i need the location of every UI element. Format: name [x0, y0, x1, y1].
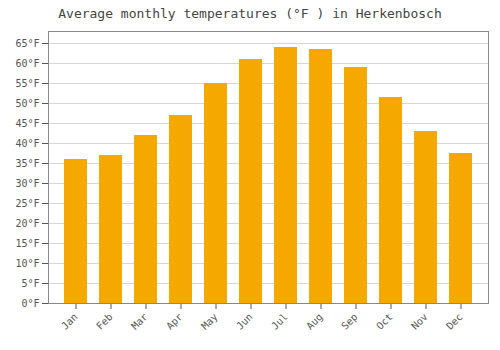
svg-text:Nov: Nov	[409, 311, 430, 332]
svg-text:60°F: 60°F	[15, 58, 39, 69]
svg-text:30°F: 30°F	[15, 178, 39, 189]
svg-text:10°F: 10°F	[15, 258, 39, 269]
svg-text:40°F: 40°F	[15, 138, 39, 149]
svg-text:Apr: Apr	[164, 311, 185, 332]
svg-text:May: May	[199, 311, 220, 332]
svg-text:65°F: 65°F	[15, 38, 39, 49]
svg-text:Jan: Jan	[59, 311, 80, 332]
svg-text:45°F: 45°F	[15, 118, 39, 129]
svg-text:Aug: Aug	[304, 311, 325, 332]
svg-text:35°F: 35°F	[15, 158, 39, 169]
svg-text:55°F: 55°F	[15, 78, 39, 89]
svg-text:25°F: 25°F	[15, 198, 39, 209]
svg-text:15°F: 15°F	[15, 238, 39, 249]
svg-text:Mar: Mar	[129, 311, 150, 332]
html-text:Average monthly temperatures (: Average monthly temperatures (°F ) in He…	[58, 6, 442, 21]
svg-text:Jun: Jun	[234, 311, 255, 332]
svg-text:Dec: Dec	[444, 311, 465, 332]
svg-text:5°F: 5°F	[21, 278, 39, 289]
svg-text:50°F: 50°F	[15, 98, 39, 109]
svg-text:20°F: 20°F	[15, 218, 39, 229]
svg-text:Sep: Sep	[339, 311, 360, 332]
svg-text:Oct: Oct	[374, 311, 395, 332]
svg-text:Feb: Feb	[94, 311, 115, 332]
svg-text:0°F: 0°F	[21, 298, 39, 309]
svg-text:Jul: Jul	[269, 311, 290, 332]
